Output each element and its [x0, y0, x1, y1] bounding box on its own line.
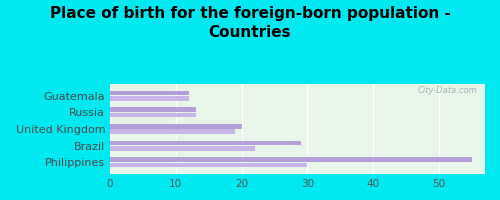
Bar	[110, 157, 472, 162]
Bar	[110, 146, 255, 151]
Bar	[110, 141, 301, 145]
Bar	[110, 91, 189, 95]
Bar	[110, 107, 196, 112]
Bar	[110, 96, 189, 101]
Bar	[110, 124, 242, 129]
Bar	[110, 163, 308, 167]
Text: Place of birth for the foreign-born population -
Countries: Place of birth for the foreign-born popu…	[50, 6, 450, 40]
Bar	[110, 129, 235, 134]
Bar	[110, 113, 196, 117]
Text: City-Data.com: City-Data.com	[418, 86, 478, 95]
